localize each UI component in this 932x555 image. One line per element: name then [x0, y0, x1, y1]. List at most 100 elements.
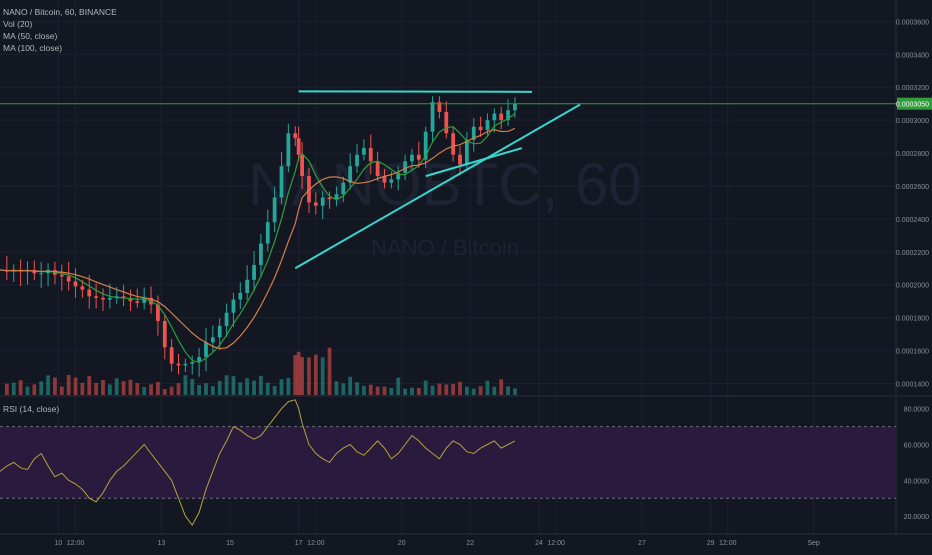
candle-body [486, 120, 490, 130]
time-tick-label: 17 [295, 540, 303, 547]
rsi-band [0, 427, 896, 499]
candle-body [328, 198, 332, 200]
time-tick-label: 13 [157, 540, 165, 547]
last-price-label: 0.0003050 [896, 102, 929, 109]
legend-symbol[interactable]: NANO / Bitcoin, 60, BINANCE [3, 6, 117, 18]
price-tick-label: 0.0001400 [896, 381, 929, 388]
volume-bar [218, 381, 222, 395]
volume-bar [300, 357, 304, 395]
volume-bar [74, 378, 78, 395]
volume-bar [87, 376, 91, 395]
candle-body [492, 114, 496, 121]
volume-bar [170, 387, 174, 395]
volume-bar [183, 375, 187, 395]
volume-bar [492, 387, 496, 395]
candle-body [451, 133, 455, 154]
volume-bar [369, 385, 373, 395]
price-tick-label: 0.0002000 [896, 283, 929, 290]
time-tick-label: 12:00 [719, 540, 737, 547]
volume-bar [472, 389, 476, 395]
candle-body [286, 133, 290, 166]
candle-body [458, 155, 462, 165]
time-tick-label: 22 [466, 540, 474, 547]
volume-bar [225, 375, 229, 395]
volume-bar [293, 355, 297, 395]
candle-body [280, 166, 284, 197]
volume-bar [53, 378, 57, 395]
candle-body [204, 342, 208, 357]
volume-bar [341, 383, 345, 395]
volume-bar [46, 375, 50, 395]
time-tick-label: 29 [707, 540, 715, 547]
legend-ma50[interactable]: MA (50, close) [3, 30, 117, 42]
candle-body [252, 265, 256, 280]
time-tick-label: 15 [226, 540, 234, 547]
candle-body [389, 179, 393, 182]
candle-body [67, 277, 71, 282]
rsi-tick-label: 20.0000 [904, 514, 929, 521]
volume-bar [115, 378, 119, 395]
volume-bar [417, 388, 421, 395]
volume-bar [60, 386, 64, 395]
candle-body [190, 362, 194, 364]
volume-bar [238, 382, 242, 395]
candle-body [259, 244, 263, 265]
time-tick-label: 20 [398, 540, 406, 547]
candle-body [362, 148, 366, 155]
price-tick-label: 0.0002600 [896, 184, 929, 191]
candle-body [369, 148, 373, 161]
rsi-tick-label: 60.0000 [904, 443, 929, 450]
candle-body [39, 273, 43, 274]
candle-body [163, 321, 167, 347]
candle-body [266, 222, 270, 243]
volume-bar [444, 384, 448, 395]
candle-body [293, 133, 297, 138]
volume-bar [156, 382, 160, 395]
volume-bar [12, 383, 16, 395]
volume-bar [506, 386, 510, 395]
volume-bar [245, 378, 249, 395]
volume-bar [197, 385, 201, 395]
legend-ma100[interactable]: MA (100, close) [3, 42, 117, 54]
rsi-tick-label: 80.0000 [904, 407, 929, 414]
volume-bar [383, 387, 387, 395]
volume-bar [19, 380, 23, 395]
volume-bar [403, 389, 407, 395]
volume-bar [122, 381, 126, 395]
volume-bar [328, 348, 332, 395]
volume-bar [499, 379, 503, 395]
volume-bar [314, 355, 318, 395]
candle-body [245, 280, 249, 293]
price-tick-label: 0.0002200 [896, 250, 929, 257]
watermark-name: NANO / Bitcoin [371, 235, 519, 260]
candle-body [218, 326, 222, 338]
candle-body [341, 183, 345, 195]
volume-bar [135, 383, 139, 395]
volume-bar [286, 378, 290, 395]
candle-body [87, 290, 91, 297]
candle-body [314, 202, 318, 205]
candle-body [403, 161, 407, 173]
volume-bar [431, 386, 435, 395]
volume-bar [94, 383, 98, 395]
time-tick-label: Sep [807, 540, 820, 547]
volume-bar [424, 381, 428, 395]
volume-bar [362, 386, 366, 395]
time-tick-label: 24 [535, 540, 543, 547]
candle-body [499, 114, 503, 121]
candle-body [297, 138, 301, 154]
candle-body [74, 281, 78, 286]
candle-body [183, 364, 187, 366]
volume-bar [513, 388, 517, 395]
volume-bar [410, 388, 414, 395]
candle-body [232, 300, 236, 313]
volume-bar [190, 379, 194, 395]
rsi-tick-label: 40.0000 [904, 478, 929, 485]
volume-bar [67, 375, 71, 395]
volume-bar [280, 379, 284, 395]
rsi-legend[interactable]: RSI (14, close) [3, 404, 59, 414]
legend-vol[interactable]: Vol (20) [3, 18, 117, 30]
candle-body [108, 298, 112, 300]
volume-bar [335, 381, 339, 395]
